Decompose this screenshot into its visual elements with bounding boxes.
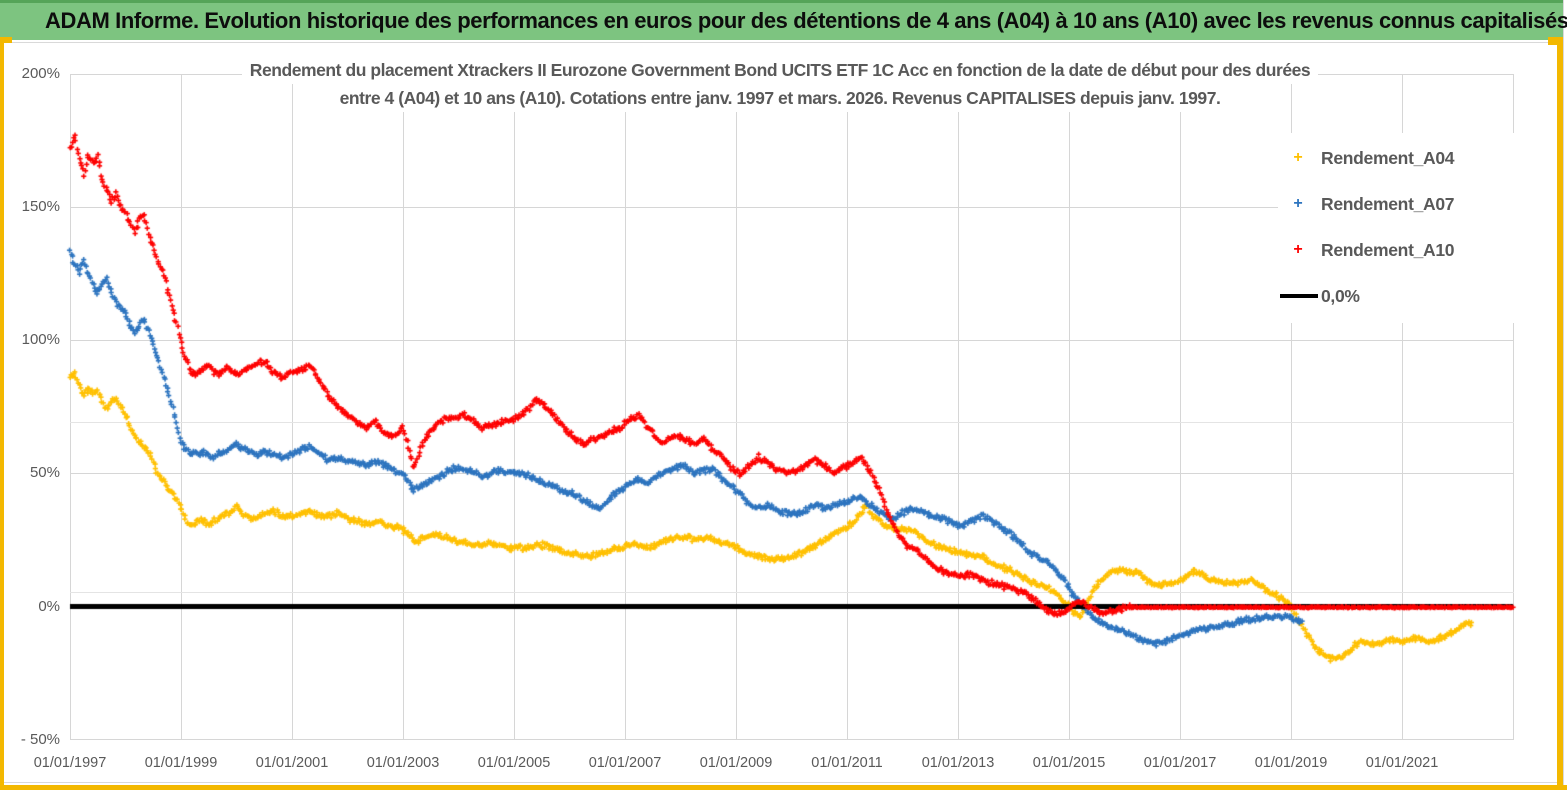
x-axis-tick-label: 01/01/2003	[366, 755, 440, 771]
y-axis-tick-label: 50%	[29, 464, 60, 482]
x-axis-tick-label: 01/01/1997	[33, 755, 107, 771]
x-axis-tick-label: 01/01/1999	[144, 755, 218, 771]
legend-label: Rendement_A10	[1321, 239, 1455, 260]
plus-marker-icon: +	[1293, 195, 1303, 212]
plus-marker-icon: +	[1293, 149, 1303, 166]
x-axis-tick-label: 01/01/2011	[811, 755, 883, 771]
gold-border-top-right	[1548, 37, 1563, 45]
x-axis-tick-label: 01/01/2001	[255, 755, 329, 771]
x-axis-tick-label: 01/01/2007	[588, 755, 662, 771]
chart-title-line2: entre 4 (A04) et 10 ans (A10). Cotations…	[331, 84, 1229, 112]
header-title: ADAM Informe. Evolution historique des p…	[45, 8, 1567, 33]
x-axis-tick-label: 01/01/2021	[1365, 755, 1439, 771]
chart-title-line1: Rendement du placement Xtrackers II Euro…	[241, 56, 1319, 84]
y-axis-tick-label: 200%	[21, 65, 60, 83]
legend-item-zero-line: 0,0%	[1278, 279, 1532, 313]
line-swatch-icon	[1280, 294, 1318, 298]
y-axis-tick-label: 150%	[21, 198, 60, 216]
gold-border-bottom	[0, 785, 1567, 790]
y-axis-tick-label: 100%	[21, 331, 60, 349]
legend: + Rendement_A04 + Rendement_A07 + Rendem…	[1278, 133, 1532, 323]
plus-marker-icon: +	[1293, 241, 1303, 258]
x-axis-tick-label: 01/01/2009	[699, 755, 773, 771]
chart-frame-bottom	[4, 782, 1557, 783]
x-axis-tick-label: 01/01/2019	[1254, 755, 1328, 771]
gold-border-right	[1557, 40, 1563, 790]
legend-item-a10: + Rendement_A10	[1278, 233, 1532, 267]
y-axis-tick-label: 0%	[38, 597, 60, 615]
chart-frame-top	[0, 42, 1563, 43]
x-axis-tick-label: 01/01/2013	[921, 755, 995, 771]
legend-label: Rendement_A07	[1321, 193, 1455, 214]
legend-label: 0,0%	[1321, 285, 1360, 306]
gold-border-left	[0, 40, 4, 790]
legend-item-a04: + Rendement_A04	[1278, 141, 1532, 175]
y-axis-tick-label: - 50%	[20, 730, 60, 748]
legend-item-a07: + Rendement_A07	[1278, 187, 1532, 221]
gold-border-top-left	[0, 37, 12, 43]
legend-label: Rendement_A04	[1321, 147, 1455, 168]
x-axis-tick-label: 01/01/2017	[1143, 755, 1217, 771]
x-axis-tick-label: 01/01/2005	[477, 755, 551, 771]
header-bar: ADAM Informe. Evolution historique des p…	[0, 0, 1567, 40]
x-axis-tick-label: 01/01/2015	[1032, 755, 1106, 771]
chart-title: Rendement du placement Xtrackers II Euro…	[70, 56, 1490, 112]
chart-frame-right	[1563, 0, 1564, 790]
